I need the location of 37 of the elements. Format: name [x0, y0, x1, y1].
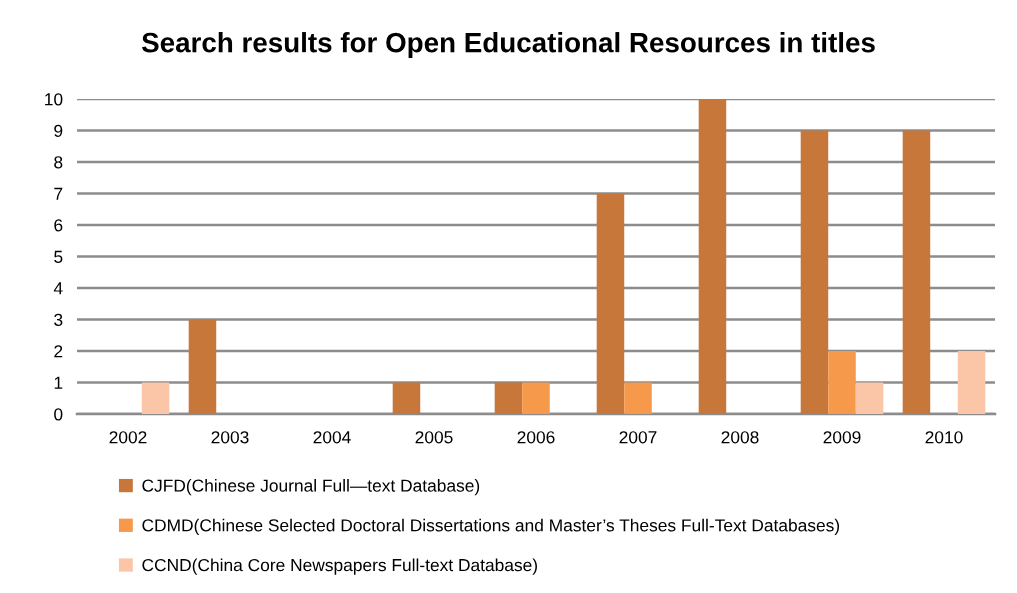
legend-label: CCND(China Core Newspapers Full-text Database): [142, 558, 537, 575]
x-tick-label: 2007: [619, 431, 657, 444]
bar: [800, 130, 829, 414]
y-tick-label: 4: [53, 282, 63, 295]
bar: [596, 193, 625, 414]
bar: [624, 382, 652, 414]
x-tick-label: 2002: [109, 431, 147, 444]
legend-label: CJFD(Chinese Journal Full—text Database): [142, 479, 480, 496]
legend-label: CDMD(Chinese Selected Doctoral Dissertations and Master’s Theses Full-Text Databases): [142, 518, 840, 535]
x-tick-label: 2009: [823, 431, 861, 444]
y-tick-label: 0: [54, 408, 63, 421]
y-tick-label: 7: [54, 187, 63, 200]
x-tick-label: 2010: [925, 431, 963, 444]
y-tick-label: 1: [54, 376, 63, 389]
y-tick-label: 8: [54, 156, 63, 169]
bar: [188, 319, 217, 414]
bar: [957, 351, 986, 414]
y-tick-label: 10: [45, 93, 63, 106]
x-tick-label: 2008: [721, 431, 759, 444]
y-tick-label: 9: [54, 124, 63, 137]
bar: [522, 382, 550, 414]
bar: [855, 382, 884, 414]
y-tick-label: 3: [54, 313, 63, 326]
bar: [902, 130, 931, 414]
chart-title: Search results for Open Educational Resources in titles: [141, 32, 875, 58]
x-tick-label: 2004: [313, 431, 351, 444]
bar: [698, 99, 727, 414]
x-tick-label: 2005: [415, 431, 453, 444]
y-tick-label: 5: [54, 250, 63, 263]
x-tick-label: 2003: [211, 431, 249, 444]
bar: [392, 382, 421, 414]
bar: [494, 382, 523, 414]
bar: [141, 382, 170, 414]
y-tick-label: 6: [54, 219, 63, 232]
y-tick-label: 2: [54, 345, 63, 358]
bar: [828, 351, 856, 414]
x-tick-label: 2006: [517, 431, 555, 444]
